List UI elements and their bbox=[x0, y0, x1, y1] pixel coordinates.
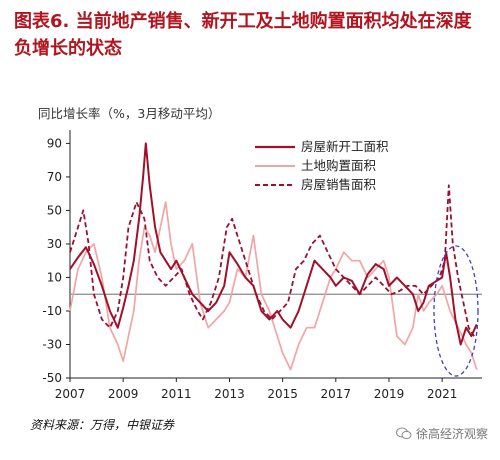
wechat-icon bbox=[395, 427, 412, 440]
y-tick-label: 10 bbox=[47, 270, 62, 284]
series-line-solid-dark bbox=[69, 142, 478, 346]
y-tick-label: -30 bbox=[42, 337, 62, 351]
watermark-text: 徐高经济观察 bbox=[415, 427, 488, 441]
y-tick-label: -10 bbox=[42, 304, 62, 318]
highlight-ellipse bbox=[433, 245, 479, 377]
y-tick-label: 50 bbox=[47, 203, 62, 217]
x-axis: 2007 2009 2011 2013 2015 2017 2019 2021 bbox=[55, 377, 482, 401]
annotation bbox=[433, 245, 479, 377]
y-tick-label: 70 bbox=[47, 170, 62, 184]
x-tick-label: 2011 bbox=[161, 387, 192, 401]
series-lines bbox=[69, 142, 478, 371]
x-tick-label: 2017 bbox=[321, 387, 352, 401]
x-tick-label: 2009 bbox=[108, 387, 139, 401]
y-tick-label: 90 bbox=[47, 136, 62, 150]
chart-title: 图表6. 当前地产销售、新开工及土地购置面积均处在深度负增长的状态 bbox=[14, 11, 472, 59]
x-tick-label: 2019 bbox=[374, 387, 405, 401]
series-line-solid-light bbox=[69, 201, 478, 371]
legend-label: 房屋销售面积 bbox=[301, 177, 376, 192]
legend-label: 房屋新开工面积 bbox=[301, 139, 389, 154]
source-note: 资料来源：万得，中银证券 bbox=[30, 418, 175, 432]
y-axis-label: 同比增长率（%，3月移动平均） bbox=[38, 106, 221, 121]
y-tick-label: 30 bbox=[47, 237, 62, 251]
legend-label: 土地购置面积 bbox=[301, 158, 376, 173]
x-tick-label: 2021 bbox=[427, 387, 458, 401]
y-axis: 90 70 50 30 10 -10 -30 -50 bbox=[42, 130, 482, 385]
x-tick-label: 2015 bbox=[267, 387, 298, 401]
x-tick-label: 2013 bbox=[214, 387, 245, 401]
x-tick-label: 2007 bbox=[55, 387, 86, 401]
y-tick-label: -50 bbox=[42, 371, 62, 385]
watermark: 徐高经济观察 bbox=[395, 425, 488, 442]
series-line-dashed bbox=[69, 184, 475, 337]
